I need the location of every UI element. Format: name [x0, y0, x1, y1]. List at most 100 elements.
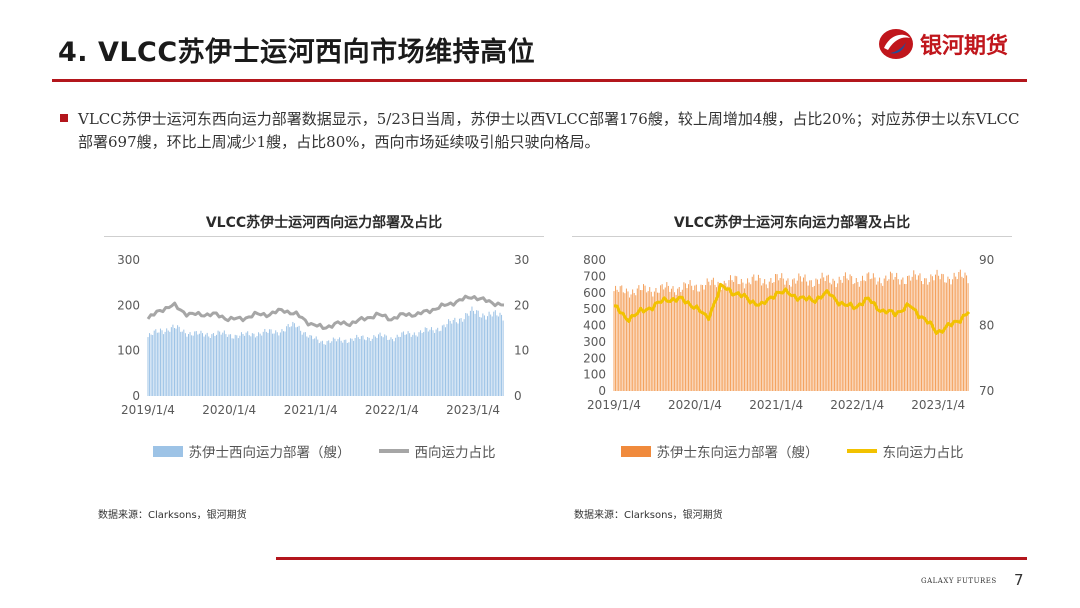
bar — [365, 340, 367, 396]
bar — [925, 278, 927, 391]
bar — [708, 281, 710, 391]
bar — [468, 315, 470, 396]
bar — [231, 338, 233, 396]
bar — [851, 276, 853, 391]
y-left-tick-label: 300 — [117, 253, 140, 267]
bar — [155, 329, 157, 396]
bar — [917, 275, 919, 391]
galaxy-logo-icon — [879, 29, 913, 59]
bar — [482, 313, 484, 396]
bar — [834, 280, 836, 391]
bar — [857, 282, 859, 391]
bar — [798, 273, 800, 391]
bar — [947, 276, 949, 391]
bar — [666, 282, 668, 391]
bar — [928, 282, 930, 391]
bar — [664, 287, 666, 391]
bar — [275, 330, 277, 396]
bar — [226, 336, 228, 396]
bar — [191, 335, 193, 396]
bar — [208, 336, 210, 396]
bar — [751, 276, 753, 391]
bar — [167, 330, 169, 396]
bar — [315, 336, 317, 396]
bar — [717, 281, 719, 391]
series-line — [146, 294, 505, 331]
bar — [802, 277, 804, 391]
bar — [967, 283, 969, 391]
bar — [907, 276, 909, 391]
bar — [919, 273, 921, 391]
bar — [823, 277, 825, 391]
bar — [720, 289, 722, 391]
bar — [454, 317, 456, 396]
y-right-tick-label: 90 — [979, 253, 994, 267]
bar — [259, 333, 261, 396]
bar — [426, 328, 428, 396]
chart-title: VLCC苏伊士运河东向运力部署及占比 — [673, 215, 911, 231]
bar — [435, 329, 437, 396]
bar — [733, 281, 735, 391]
bar — [809, 280, 811, 391]
bar — [240, 332, 242, 396]
legend-item-line: 东向运力占比 — [846, 441, 964, 461]
y-left-tick-label: 600 — [583, 286, 606, 300]
bar — [670, 288, 672, 391]
bar — [474, 313, 476, 396]
bar — [686, 288, 688, 391]
bar — [706, 278, 708, 391]
bar — [393, 341, 395, 396]
bar — [966, 275, 968, 391]
bar — [933, 280, 935, 391]
bar — [636, 288, 638, 391]
bar — [306, 336, 308, 396]
bar — [627, 291, 629, 391]
bar — [765, 284, 767, 391]
bar — [161, 330, 163, 396]
bar — [172, 324, 174, 396]
bar — [298, 325, 300, 396]
bar — [251, 333, 253, 396]
bar — [688, 284, 690, 391]
bar — [655, 288, 657, 391]
bar — [438, 331, 440, 396]
bar — [757, 274, 759, 391]
bar — [801, 281, 803, 391]
bar — [961, 276, 963, 391]
bar — [446, 324, 448, 396]
series-line — [613, 282, 971, 335]
bar — [332, 337, 334, 396]
bar — [625, 288, 627, 391]
bar — [820, 278, 822, 391]
bar — [944, 282, 946, 391]
bar — [824, 281, 826, 391]
legend-swatch-bar — [620, 445, 651, 457]
bar — [830, 284, 832, 391]
bar — [647, 291, 649, 391]
footer-divider — [276, 557, 1027, 560]
bar — [698, 291, 700, 391]
bar — [212, 333, 214, 396]
bar — [178, 326, 180, 396]
bar — [700, 284, 702, 391]
x-tick-label: 2021/1/4 — [749, 398, 803, 412]
bar — [675, 294, 677, 391]
bar — [945, 282, 947, 391]
x-tick-label: 2021/1/4 — [284, 403, 338, 417]
bar — [293, 323, 295, 396]
bar — [818, 283, 820, 391]
bar — [181, 331, 183, 396]
westbound-chart-panel: VLCC苏伊士运河西向运力部署及占比 0 100 200 300 0 10 20 30 2019… — [104, 205, 544, 495]
bar — [661, 284, 663, 391]
bar — [694, 285, 696, 391]
eastbound-chart-panel: VLCC苏伊士运河东向运力部署及占比 0 100 200 300 400 500 600 70… — [572, 205, 1012, 495]
bar — [615, 285, 617, 391]
bar — [335, 341, 337, 396]
bar — [750, 284, 752, 391]
bar — [421, 333, 423, 396]
bar — [261, 335, 263, 396]
bar — [624, 293, 626, 391]
bar — [340, 340, 342, 396]
bar — [638, 285, 640, 391]
bar — [314, 338, 316, 396]
